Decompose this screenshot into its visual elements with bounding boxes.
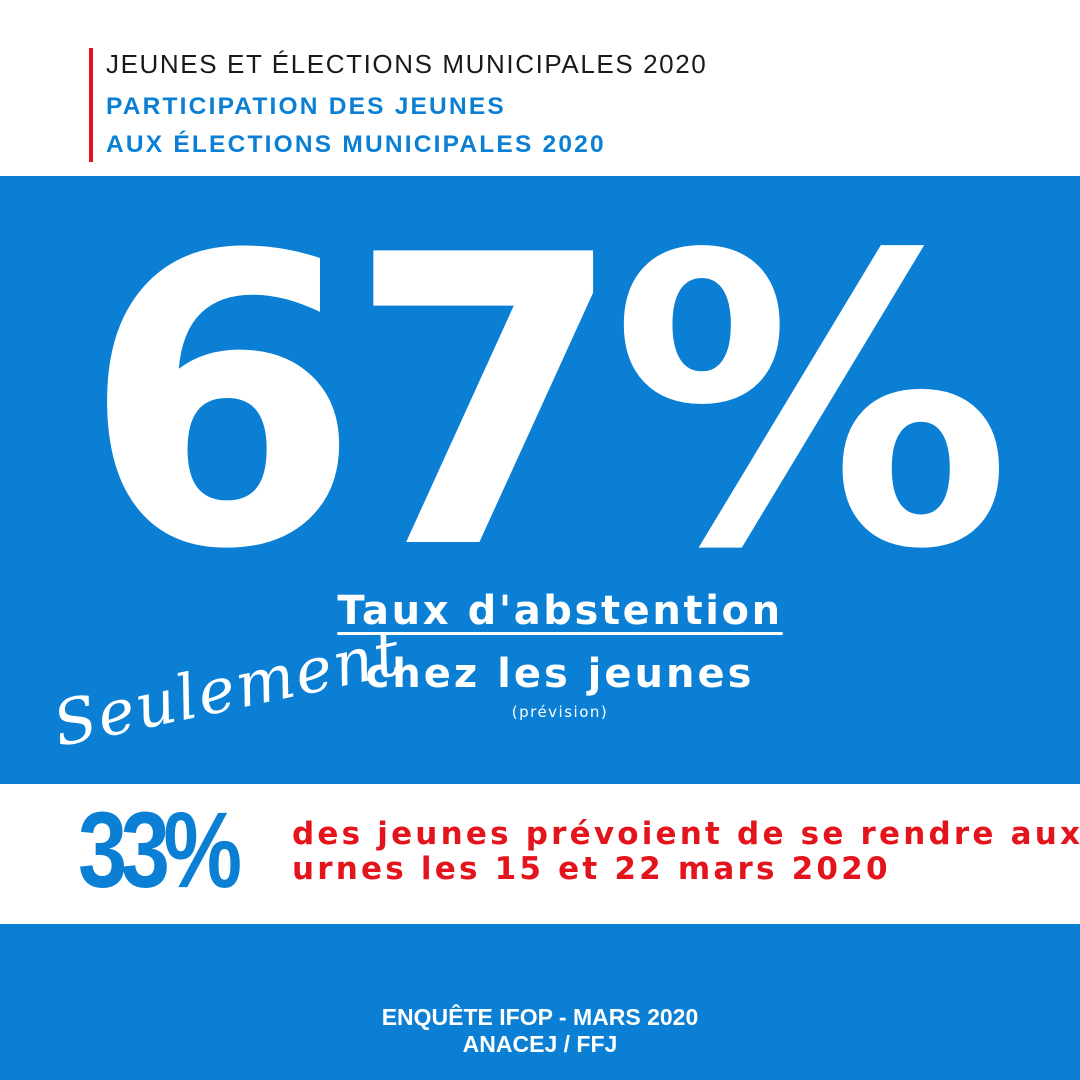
footer-organizations: ANACEJ / FFJ [462,1031,618,1057]
abstention-label-text: Taux d'abstention [337,588,783,634]
abstention-sublabel: chez les jeunes [365,651,755,697]
header: JEUNES ET ÉLECTIONS MUNICIPALES 2020 PAR… [0,0,1080,176]
participation-percentage: 33% [78,789,242,910]
main-stat-panel [0,176,1080,784]
header-subtitle-line1: PARTICIPATION DES JEUNES [106,93,506,120]
footer-panel [0,924,1080,1080]
participation-text-line1: des jeunes prévoient de se rendre aux [292,816,1080,852]
forecast-note: (prévision) [511,703,609,721]
participation-text-line2: urnes les 15 et 22 mars 2020 [292,851,891,887]
header-title: JEUNES ET ÉLECTIONS MUNICIPALES 2020 [106,49,708,79]
abstention-label: Taux d'abstention [0,588,1080,634]
callout-band [0,784,1080,924]
header-accent-bar [89,48,93,162]
abstention-percentage: 67% [82,172,1011,637]
header-subtitle-line2: AUX ÉLECTIONS MUNICIPALES 2020 [106,131,606,158]
footer-source: ENQUÊTE IFOP - MARS 2020 [381,1004,699,1030]
